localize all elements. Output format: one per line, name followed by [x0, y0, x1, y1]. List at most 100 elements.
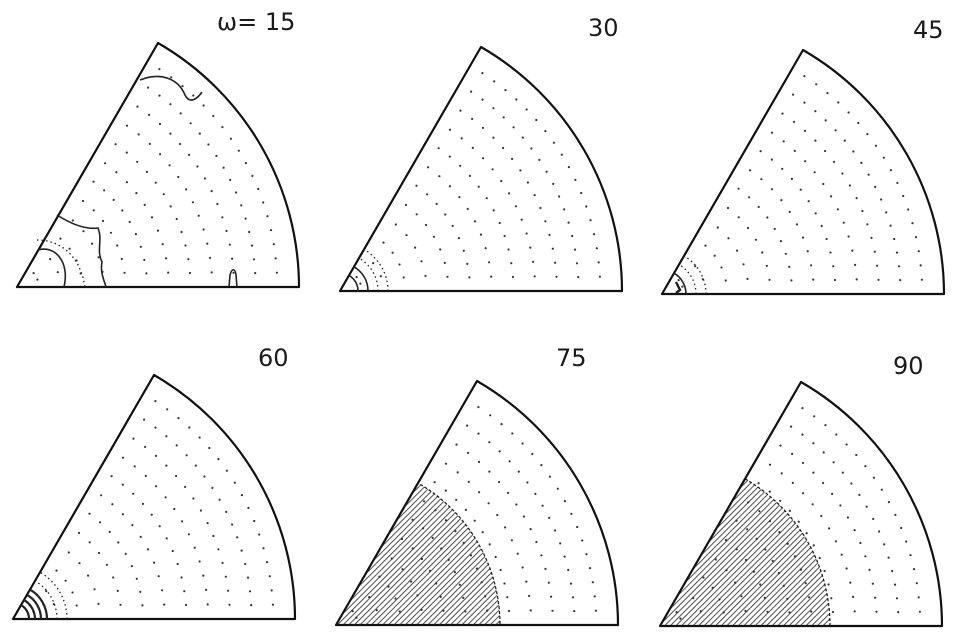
grid-dot: [488, 470, 491, 473]
grid-dot: [554, 529, 557, 532]
grid-dot: [493, 80, 496, 83]
grid-dot: [67, 551, 70, 554]
grid-dot: [799, 188, 802, 191]
grid-dot: [184, 603, 188, 607]
grid-dot: [834, 540, 838, 543]
grid-dot: [251, 174, 254, 177]
grid-dot: [563, 500, 567, 503]
grid-dot: [502, 146, 505, 150]
grid-dot: [499, 568, 502, 572]
grid-dot: [515, 503, 518, 506]
grid-dot: [432, 235, 435, 238]
grid-dot: [485, 197, 488, 200]
grid-dot: [522, 515, 526, 518]
grid-dot: [754, 238, 758, 241]
grid-dot: [677, 279, 680, 282]
grid-dot: [110, 475, 113, 478]
contour-arc-1: [348, 274, 359, 292]
grid-dot: [179, 112, 182, 115]
grid-dot: [141, 604, 144, 607]
grid-dot: [887, 501, 891, 504]
grid-dot: [736, 249, 739, 252]
grid-dot: [766, 216, 769, 219]
grid-dot: [471, 146, 474, 149]
grid-dot: [433, 481, 436, 484]
grid-dot: [815, 83, 818, 86]
grid-dot: [216, 202, 219, 206]
grid-dot: [145, 272, 148, 275]
grid-dot: [184, 485, 187, 488]
grid-dot: [548, 233, 551, 236]
grid-dot: [822, 481, 825, 485]
grid-dot: [830, 195, 833, 198]
grid-dot: [544, 130, 547, 133]
panel-omega-30: 30: [338, 14, 624, 293]
grid-dot: [225, 469, 228, 472]
grid-dot: [123, 271, 126, 274]
grid-dot: [858, 493, 861, 496]
grid-dot: [713, 254, 716, 257]
contour-arc-4: [29, 588, 49, 620]
grid-dot: [905, 540, 908, 543]
grid-dot: [834, 129, 837, 132]
grid-dot: [188, 153, 191, 156]
grid-dot: [479, 233, 483, 236]
grid-dot: [535, 540, 538, 544]
grid-dot: [855, 197, 858, 200]
grid-dot: [181, 520, 184, 523]
grid-dot: [591, 581, 594, 584]
grid-dot: [724, 279, 727, 282]
grid-dot: [533, 275, 536, 278]
grid-dot: [567, 568, 570, 572]
grid-dot: [874, 185, 877, 188]
grid-dot: [807, 200, 810, 203]
grid-dot: [571, 234, 574, 238]
grid-dot: [551, 247, 554, 250]
grid-dot: [563, 555, 566, 558]
grid-dot: [100, 494, 103, 497]
grid-dot: [507, 491, 510, 494]
grid-dot: [88, 512, 91, 515]
grid-dot: [456, 471, 459, 474]
grid-dot: [802, 492, 805, 495]
grid-dot: [382, 241, 385, 244]
grid-dot: [150, 513, 153, 516]
grid-dot: [820, 224, 823, 228]
grid-dot: [507, 609, 511, 613]
grid-dot: [748, 196, 751, 199]
grid-dot: [504, 89, 507, 92]
grid-dot: [873, 250, 876, 253]
grid-dot: [737, 187, 740, 190]
grid-dot: [99, 521, 102, 524]
grid-dot: [448, 155, 451, 158]
grid-dot: [818, 556, 821, 560]
grid-dot: [870, 236, 873, 239]
grid-dot: [112, 576, 115, 579]
grid-dot: [521, 136, 524, 139]
grid-dot: [847, 235, 850, 238]
grid-dot: [861, 209, 864, 213]
grid-dot: [420, 260, 423, 263]
grid-dot: [812, 278, 815, 281]
grid-dot: [438, 175, 441, 178]
grid-dot: [269, 229, 273, 232]
contour-arc-dotted-1: [358, 257, 379, 292]
grid-dot: [228, 243, 231, 246]
grid-dot: [112, 198, 115, 201]
grid-dot: [206, 242, 209, 245]
grid-dot: [857, 121, 860, 125]
grid-dot: [398, 263, 401, 266]
grid-dot: [498, 450, 501, 453]
grid-dot: [481, 98, 484, 101]
grid-dot: [194, 464, 197, 467]
grid-dot: [68, 247, 71, 250]
grid-dot: [270, 589, 273, 592]
grid-dot: [867, 173, 870, 176]
grid-dot: [891, 569, 894, 573]
grid-dot: [880, 198, 883, 201]
grid-dot: [526, 481, 529, 484]
grid-dot: [559, 542, 562, 545]
grid-dot: [229, 137, 232, 140]
contour-line-lower-left: [56, 214, 107, 288]
